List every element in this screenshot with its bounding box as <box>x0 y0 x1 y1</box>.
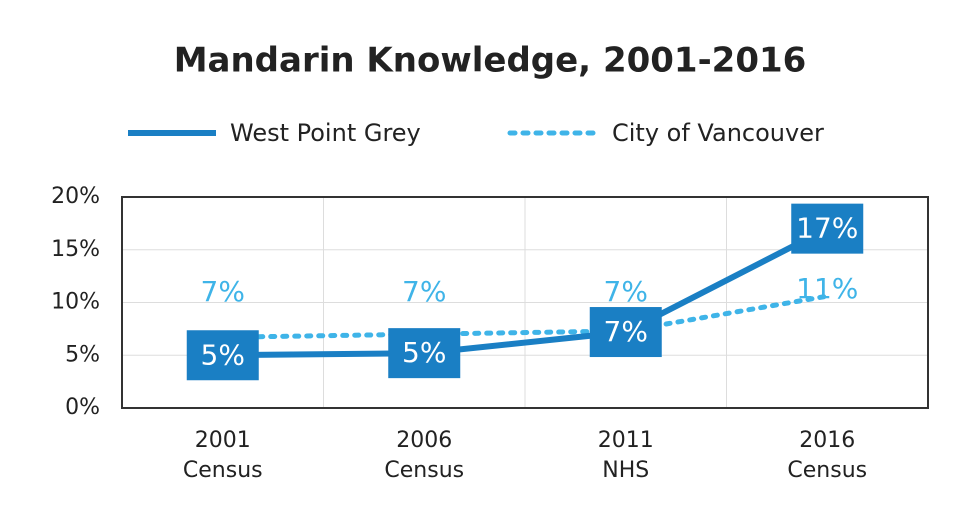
plot-frame <box>121 196 929 409</box>
data-label: 5% <box>402 336 446 369</box>
data-label: 7% <box>604 315 648 348</box>
point-box <box>589 307 662 358</box>
y-tick-label: 0% <box>65 395 100 420</box>
x-tick-label: 2001 <box>195 428 251 453</box>
data-label: 11% <box>796 272 858 305</box>
series-line <box>222 225 829 359</box>
data-label: 7% <box>402 275 446 308</box>
legend-label: City of Vancouver <box>612 119 824 147</box>
data-label: 7% <box>201 275 245 308</box>
x-tick-label: Census <box>384 458 464 483</box>
x-tick-label: Census <box>787 458 867 483</box>
point-box <box>186 330 259 381</box>
point-box <box>791 203 864 254</box>
chart-title: Mandarin Knowledge, 2001-2016 <box>174 41 807 81</box>
x-tick-label: 2016 <box>799 428 855 453</box>
x-tick-label: Census <box>183 458 263 483</box>
series-line <box>220 293 830 340</box>
data-label: 7% <box>604 275 648 308</box>
y-tick-label: 20% <box>51 184 100 209</box>
legend-label: West Point Grey <box>230 119 421 147</box>
point-box <box>388 328 461 379</box>
data-label: 5% <box>201 338 245 371</box>
y-tick-label: 5% <box>65 342 100 367</box>
x-tick-label: 2011 <box>598 428 654 453</box>
data-label: 17% <box>796 212 858 245</box>
x-tick-label: 2006 <box>396 428 452 453</box>
x-tick-label: NHS <box>602 458 649 483</box>
y-tick-label: 15% <box>51 237 100 262</box>
y-tick-label: 10% <box>51 290 100 315</box>
